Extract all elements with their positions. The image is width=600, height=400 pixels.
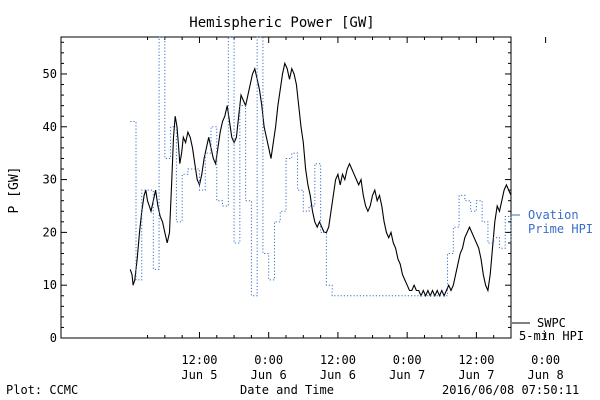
ovation-legend-line2: Prime HPI: [528, 222, 593, 236]
x-tick-time-label: 12:00: [458, 353, 494, 367]
y-tick-label: 10: [43, 278, 57, 292]
y-axis-label: P [GW]: [7, 167, 22, 214]
x-tick-time-label: 0:00: [393, 353, 422, 367]
ovation-legend-line1: Ovation: [528, 208, 579, 222]
series-swpc-5min-hpi: [129, 61, 512, 298]
y-axis: 0 10 20 30 40 50: [43, 41, 511, 345]
y-tick-label: 30: [43, 173, 57, 187]
x-tick-date-label: Jun 8: [528, 368, 564, 382]
x-tick-time-label: 12:00: [320, 353, 356, 367]
footer-plot-credit: Plot: CCMC: [6, 383, 78, 397]
x-tick-time-label: 12:00: [181, 353, 217, 367]
swpc-legend-line1: SWPC: [537, 316, 566, 330]
y-tick-label: 20: [43, 225, 57, 239]
series-ovation-prime-hpi: [130, 36, 512, 297]
x-tick-date-label: Jun 7: [389, 368, 425, 382]
swpc-legend-line2: 5-min HPI: [519, 329, 584, 343]
x-axis-label: Date and Time: [240, 383, 334, 397]
x-tick-time-label: 0:00: [254, 353, 283, 367]
x-tick-date-label: Jun 6: [251, 368, 287, 382]
y-tick-label: 0: [50, 331, 57, 345]
y-tick-label: 50: [43, 67, 57, 81]
x-tick-date-label: Jun 7: [458, 368, 494, 382]
plot-frame: [60, 36, 512, 339]
x-tick-time-label: 0:00: [531, 353, 560, 367]
chart-title: Hemispheric Power [GW]: [189, 15, 374, 31]
x-tick-date-label: Jun 6: [320, 368, 356, 382]
series-layer: [129, 36, 512, 298]
footer-timestamp: 2016/06/08 07:50:11: [442, 383, 579, 397]
x-tick-date-label: Jun 5: [181, 368, 217, 382]
y-tick-label: 40: [43, 120, 57, 134]
